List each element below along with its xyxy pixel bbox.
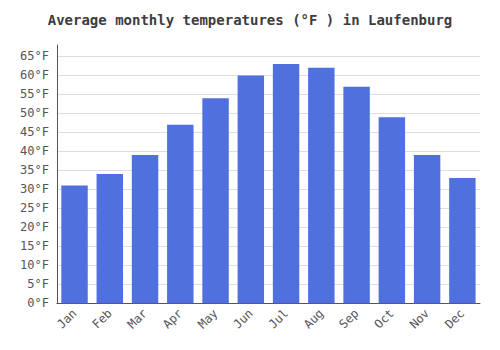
svg-text:Aug: Aug xyxy=(301,306,326,331)
svg-text:Jul: Jul xyxy=(266,306,291,331)
svg-text:45°F: 45°F xyxy=(20,125,49,139)
svg-text:0°F: 0°F xyxy=(27,296,49,310)
svg-text:30°F: 30°F xyxy=(20,182,49,196)
svg-text:50°F: 50°F xyxy=(20,106,49,120)
svg-text:20°F: 20°F xyxy=(20,220,49,234)
svg-text:Mar: Mar xyxy=(125,306,150,331)
svg-text:5°F: 5°F xyxy=(27,277,49,291)
svg-text:15°F: 15°F xyxy=(20,239,49,253)
svg-text:Nov: Nov xyxy=(407,306,432,331)
svg-text:May: May xyxy=(195,306,220,331)
svg-text:Jan: Jan xyxy=(54,306,79,331)
svg-text:25°F: 25°F xyxy=(20,201,49,215)
svg-text:65°F: 65°F xyxy=(20,49,49,63)
svg-text:Average monthly temperatures (: Average monthly temperatures (°F ) in La… xyxy=(48,12,453,28)
svg-text:60°F: 60°F xyxy=(20,68,49,82)
svg-text:35°F: 35°F xyxy=(20,163,49,177)
svg-text:Sep: Sep xyxy=(336,306,361,331)
svg-text:Jun: Jun xyxy=(231,306,256,331)
svg-text:10°F: 10°F xyxy=(20,258,49,272)
svg-text:40°F: 40°F xyxy=(20,144,49,158)
svg-text:Apr: Apr xyxy=(160,306,185,331)
svg-text:Oct: Oct xyxy=(372,306,397,331)
svg-text:Feb: Feb xyxy=(90,306,115,331)
svg-text:Dec: Dec xyxy=(442,306,467,331)
svg-text:55°F: 55°F xyxy=(20,87,49,101)
